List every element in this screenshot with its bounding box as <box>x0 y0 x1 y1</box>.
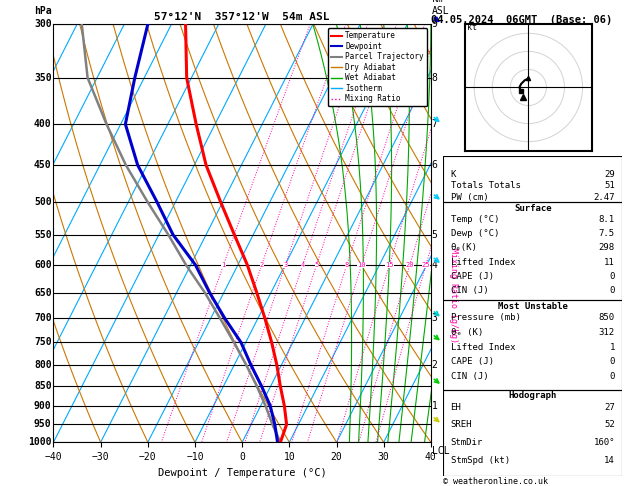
Text: 3: 3 <box>431 313 438 324</box>
Text: 04.05.2024  06GMT  (Base: 06): 04.05.2024 06GMT (Base: 06) <box>431 15 612 25</box>
Text: CIN (J): CIN (J) <box>450 286 488 295</box>
Text: 15: 15 <box>386 262 394 268</box>
Text: 4: 4 <box>431 260 438 270</box>
Text: 450: 450 <box>34 160 52 170</box>
Text: 750: 750 <box>34 337 52 347</box>
Text: 800: 800 <box>34 360 52 370</box>
Text: 298: 298 <box>599 243 615 252</box>
Text: Temp (°C): Temp (°C) <box>450 215 499 224</box>
Text: 8: 8 <box>345 262 349 268</box>
Legend: Temperature, Dewpoint, Parcel Trajectory, Dry Adiabat, Wet Adiabat, Isotherm, Mi: Temperature, Dewpoint, Parcel Trajectory… <box>328 28 427 106</box>
Text: 950: 950 <box>34 419 52 430</box>
Text: 600: 600 <box>34 260 52 270</box>
Text: Totals Totals: Totals Totals <box>450 181 520 191</box>
Text: 0: 0 <box>610 286 615 295</box>
Text: PW (cm): PW (cm) <box>450 193 488 202</box>
Text: 0: 0 <box>610 272 615 280</box>
Text: 900: 900 <box>34 400 52 411</box>
Text: 7: 7 <box>431 119 438 129</box>
Text: 3: 3 <box>283 262 287 268</box>
Text: StmDir: StmDir <box>450 438 483 447</box>
Text: Mixing Ratio (g/kg): Mixing Ratio (g/kg) <box>449 248 458 344</box>
Text: 160°: 160° <box>593 438 615 447</box>
Text: Dewp (°C): Dewp (°C) <box>450 229 499 238</box>
Text: Pressure (mb): Pressure (mb) <box>450 313 520 322</box>
Text: 5: 5 <box>314 262 319 268</box>
Text: SREH: SREH <box>450 420 472 430</box>
Text: Lifted Index: Lifted Index <box>450 343 515 351</box>
Text: 51: 51 <box>604 181 615 191</box>
Text: km
ASL: km ASL <box>431 0 449 16</box>
Text: CIN (J): CIN (J) <box>450 372 488 381</box>
Text: hPa: hPa <box>34 6 52 16</box>
Text: 312: 312 <box>599 328 615 337</box>
Text: 2: 2 <box>431 360 438 370</box>
Text: Surface: Surface <box>514 204 552 213</box>
Text: 0: 0 <box>610 357 615 366</box>
Text: 6: 6 <box>431 160 438 170</box>
Text: 10: 10 <box>357 262 366 268</box>
Text: θₑ (K): θₑ (K) <box>450 328 483 337</box>
Text: 8.1: 8.1 <box>599 215 615 224</box>
Text: θₑ(K): θₑ(K) <box>450 243 477 252</box>
Text: 400: 400 <box>34 119 52 129</box>
Text: 850: 850 <box>34 381 52 391</box>
Text: CAPE (J): CAPE (J) <box>450 357 494 366</box>
Text: 14: 14 <box>604 456 615 465</box>
Text: 8: 8 <box>431 73 438 83</box>
Text: 2.47: 2.47 <box>593 193 615 202</box>
Text: 350: 350 <box>34 73 52 83</box>
Text: 20: 20 <box>406 262 414 268</box>
Text: 650: 650 <box>34 288 52 298</box>
Text: 1: 1 <box>431 400 438 411</box>
Text: 500: 500 <box>34 197 52 207</box>
Text: kt: kt <box>467 23 477 32</box>
Text: Most Unstable: Most Unstable <box>498 302 568 311</box>
Text: StmSpd (kt): StmSpd (kt) <box>450 456 509 465</box>
Title: 57°12'N  357°12'W  54m ASL: 57°12'N 357°12'W 54m ASL <box>154 12 330 22</box>
Text: LCL: LCL <box>431 447 449 456</box>
Text: 1: 1 <box>610 343 615 351</box>
X-axis label: Dewpoint / Temperature (°C): Dewpoint / Temperature (°C) <box>158 468 326 478</box>
Text: 700: 700 <box>34 313 52 324</box>
Text: 300: 300 <box>34 19 52 29</box>
Text: 1000: 1000 <box>28 437 52 447</box>
Text: 4: 4 <box>301 262 305 268</box>
Text: Hodograph: Hodograph <box>509 391 557 400</box>
Text: 27: 27 <box>604 403 615 412</box>
Text: 29: 29 <box>604 170 615 179</box>
Text: 11: 11 <box>604 258 615 266</box>
Text: K: K <box>450 170 456 179</box>
Text: 25: 25 <box>422 262 430 268</box>
Text: Lifted Index: Lifted Index <box>450 258 515 266</box>
Text: CAPE (J): CAPE (J) <box>450 272 494 280</box>
Text: 550: 550 <box>34 230 52 240</box>
Text: © weatheronline.co.uk: © weatheronline.co.uk <box>443 477 548 486</box>
Text: 52: 52 <box>604 420 615 430</box>
Text: 2: 2 <box>260 262 264 268</box>
Text: 850: 850 <box>599 313 615 322</box>
Text: EH: EH <box>450 403 461 412</box>
Text: 0: 0 <box>610 372 615 381</box>
Text: 7.5: 7.5 <box>599 229 615 238</box>
Text: 1: 1 <box>221 262 226 268</box>
Text: 5: 5 <box>431 230 438 240</box>
Text: 9: 9 <box>431 19 438 29</box>
